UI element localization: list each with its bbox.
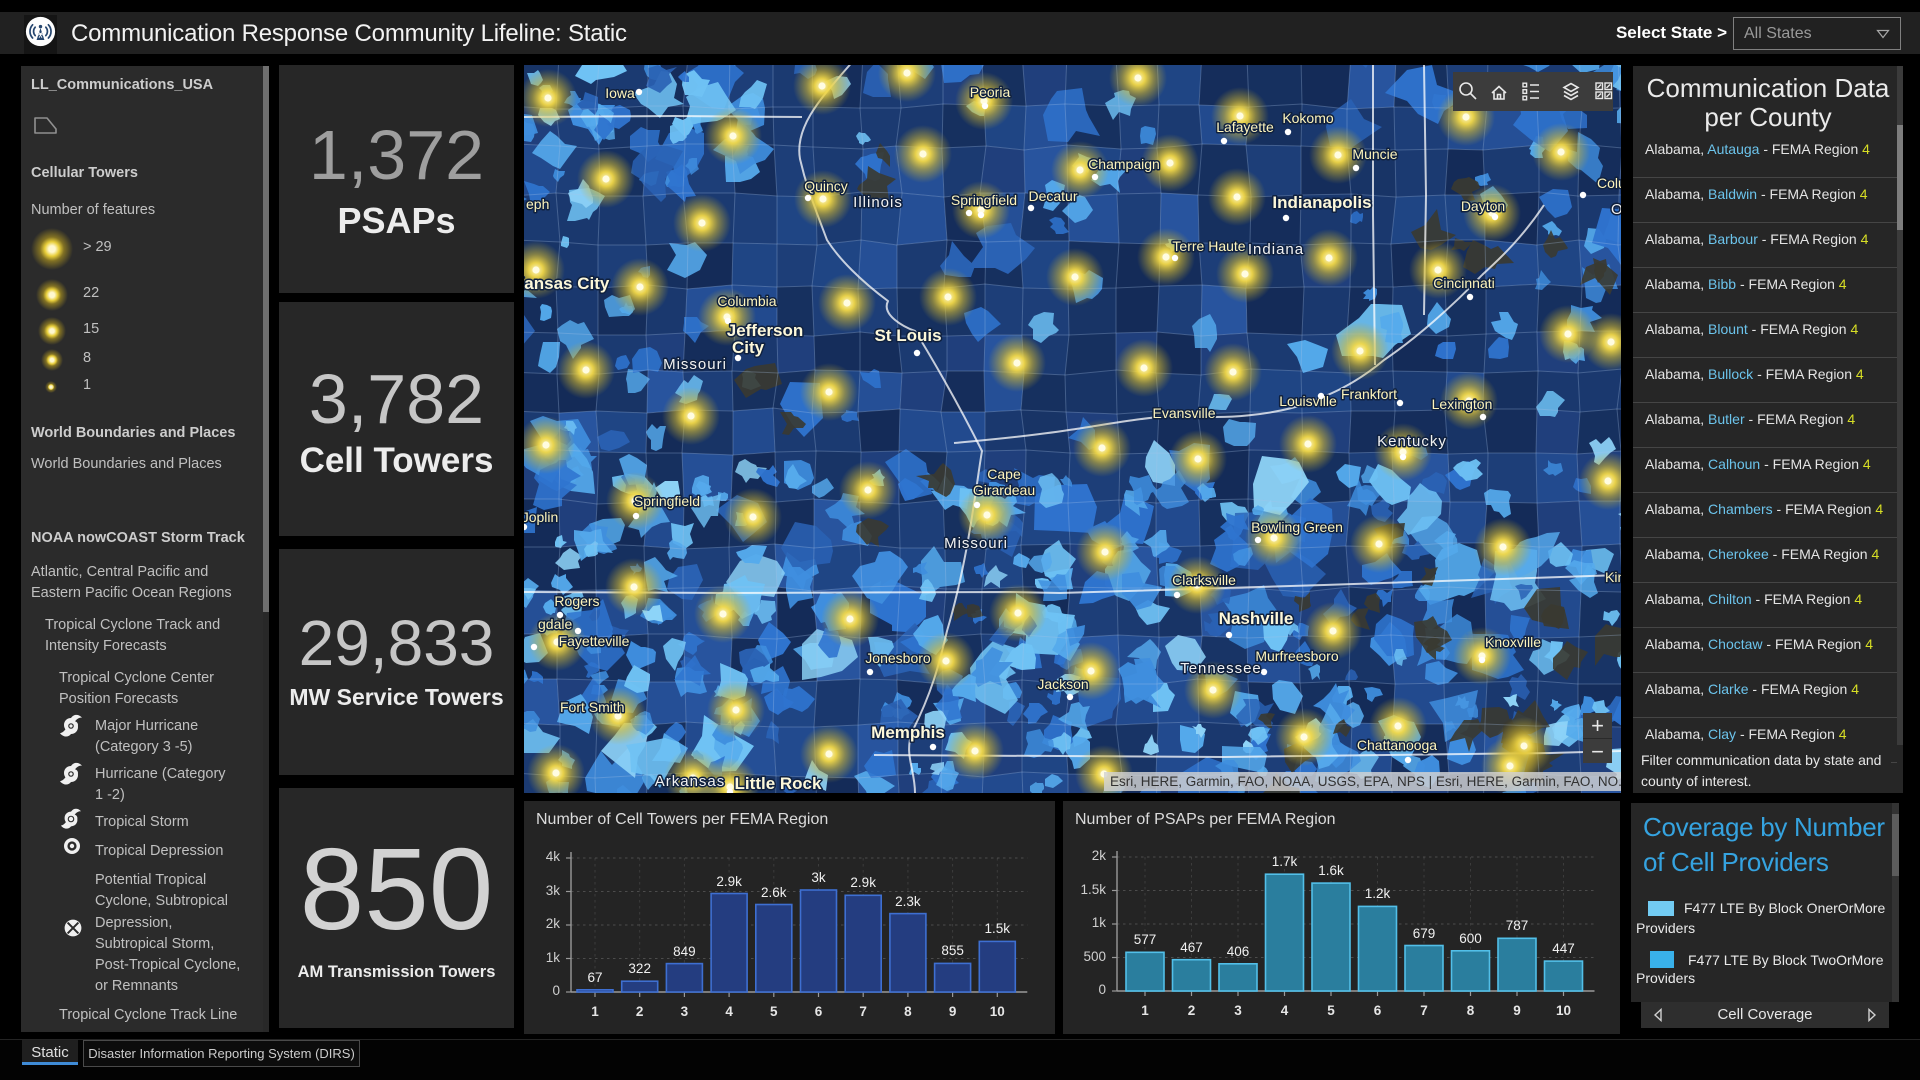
- svg-text:Nashville: Nashville: [1219, 609, 1294, 628]
- svg-text:Evansville: Evansville: [1152, 405, 1215, 421]
- svg-text:Springfield: Springfield: [634, 493, 700, 509]
- svg-text:Knoxville: Knoxville: [1485, 634, 1541, 650]
- svg-text:Lexington: Lexington: [1432, 396, 1493, 412]
- svg-text:Jackson: Jackson: [1037, 676, 1088, 692]
- svg-text:City: City: [732, 338, 765, 357]
- svg-text:Louisville: Louisville: [1279, 393, 1337, 409]
- svg-text:Clarksville: Clarksville: [1172, 572, 1236, 588]
- svg-text:Lafayette: Lafayette: [1216, 119, 1274, 135]
- svg-text:gdale: gdale: [538, 616, 572, 632]
- svg-text:Fayetteville: Fayetteville: [559, 633, 630, 649]
- svg-text:Muncie: Muncie: [1352, 146, 1397, 162]
- svg-text:Memphis: Memphis: [871, 723, 945, 742]
- svg-text:Jefferson: Jefferson: [727, 321, 804, 340]
- svg-text:Illinois: Illinois: [853, 194, 903, 211]
- svg-text:Peoria: Peoria: [970, 84, 1011, 100]
- svg-text:Joplin: Joplin: [524, 509, 558, 525]
- svg-text:Kingsp: Kingsp: [1605, 569, 1621, 585]
- svg-text:Iowa: Iowa: [605, 85, 635, 101]
- svg-text:Springfield: Springfield: [951, 192, 1017, 208]
- svg-text:Indianapolis: Indianapolis: [1272, 193, 1371, 212]
- svg-text:Ohio: Ohio: [1611, 201, 1621, 218]
- svg-text:Columbia: Columbia: [717, 293, 776, 309]
- svg-text:Indiana: Indiana: [1248, 241, 1304, 258]
- svg-text:Quincy: Quincy: [804, 178, 848, 194]
- svg-text:Rogers: Rogers: [554, 593, 599, 609]
- svg-text:Bowling Green: Bowling Green: [1251, 519, 1343, 535]
- svg-text:Murfreesboro: Murfreesboro: [1255, 648, 1338, 664]
- svg-text:Kentucky: Kentucky: [1377, 433, 1447, 450]
- svg-text:Champaign: Champaign: [1088, 156, 1160, 172]
- svg-text:Kokomo: Kokomo: [1282, 110, 1334, 126]
- svg-text:Cincinnati: Cincinnati: [1433, 275, 1494, 291]
- svg-text:Columbus: Columbus: [1597, 175, 1621, 191]
- svg-text:eph: eph: [526, 196, 549, 212]
- svg-text:Cape: Cape: [987, 466, 1021, 482]
- svg-text:Terre Haute: Terre Haute: [1172, 238, 1245, 254]
- svg-text:Kansas City: Kansas City: [524, 274, 610, 293]
- svg-text:Frankfort: Frankfort: [1341, 386, 1397, 402]
- svg-text:Fort Smith: Fort Smith: [560, 699, 625, 715]
- svg-text:Girardeau: Girardeau: [973, 482, 1035, 498]
- svg-text:Decatur: Decatur: [1028, 188, 1077, 204]
- svg-text:Chattanooga: Chattanooga: [1357, 737, 1437, 753]
- svg-text:Missouri: Missouri: [663, 356, 727, 373]
- svg-text:Dayton: Dayton: [1461, 198, 1505, 214]
- svg-text:Jonesboro: Jonesboro: [865, 650, 931, 666]
- svg-text:Arkansas: Arkansas: [655, 773, 726, 790]
- svg-text:Little Rock: Little Rock: [735, 774, 822, 793]
- svg-text:St Louis: St Louis: [874, 326, 941, 345]
- svg-text:Tennessee: Tennessee: [1180, 660, 1262, 677]
- svg-text:Missouri: Missouri: [944, 535, 1008, 552]
